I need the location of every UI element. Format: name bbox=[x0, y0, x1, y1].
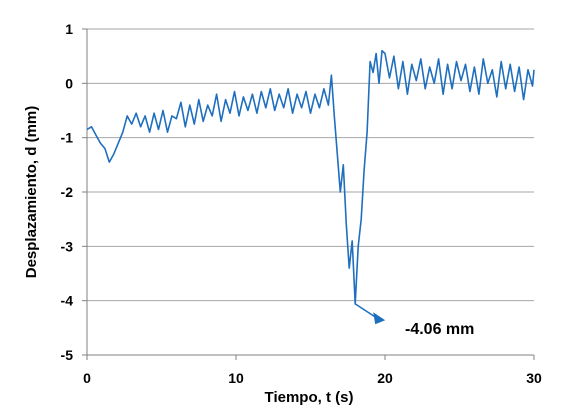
annotation: -4.06 mm bbox=[354, 303, 474, 338]
y-axis-label: Desplazamiento, d (mm) bbox=[23, 106, 40, 279]
y-tick-label: -4 bbox=[61, 293, 74, 309]
x-tick-label: 30 bbox=[526, 370, 542, 386]
x-tick-label: 10 bbox=[228, 370, 244, 386]
annotation-arrow-head bbox=[373, 312, 386, 325]
series-line bbox=[86, 49, 535, 305]
annotation-arrow-line bbox=[354, 303, 378, 319]
y-tick-labels: 1 0 -1 -2 -3 -4 -5 bbox=[61, 21, 74, 363]
y-tick-label: 1 bbox=[65, 21, 73, 37]
x-tick-label: 20 bbox=[377, 370, 393, 386]
series bbox=[86, 49, 535, 305]
x-tick-labels: 0 10 20 30 bbox=[83, 370, 542, 386]
grid-lines bbox=[87, 28, 534, 302]
y-tick-label: -1 bbox=[61, 130, 74, 146]
x-axis-label: Tiempo, t (s) bbox=[265, 389, 354, 406]
y-tick-label: -3 bbox=[61, 238, 74, 254]
y-tick-label: -2 bbox=[61, 184, 74, 200]
y-tick-label: -5 bbox=[61, 347, 74, 363]
x-tick-label: 0 bbox=[83, 370, 91, 386]
annotation-label: -4.06 mm bbox=[405, 321, 474, 338]
y-tick-label: 0 bbox=[65, 75, 73, 91]
axes bbox=[82, 28, 535, 360]
